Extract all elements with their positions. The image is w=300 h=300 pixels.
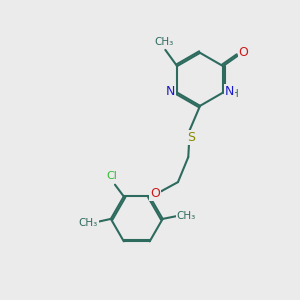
Text: S: S <box>187 131 195 144</box>
Text: O: O <box>150 188 160 200</box>
Text: CH₃: CH₃ <box>177 211 196 221</box>
Text: CH₃: CH₃ <box>154 37 173 46</box>
Text: N: N <box>166 85 175 98</box>
Text: O: O <box>239 46 249 59</box>
Text: N: N <box>225 85 234 98</box>
Text: H: H <box>232 89 239 99</box>
Text: CH₃: CH₃ <box>79 218 98 228</box>
Text: Cl: Cl <box>106 171 118 182</box>
